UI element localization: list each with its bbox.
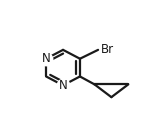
Text: N: N: [42, 52, 51, 65]
Text: Br: Br: [100, 43, 114, 56]
Text: N: N: [59, 79, 67, 92]
